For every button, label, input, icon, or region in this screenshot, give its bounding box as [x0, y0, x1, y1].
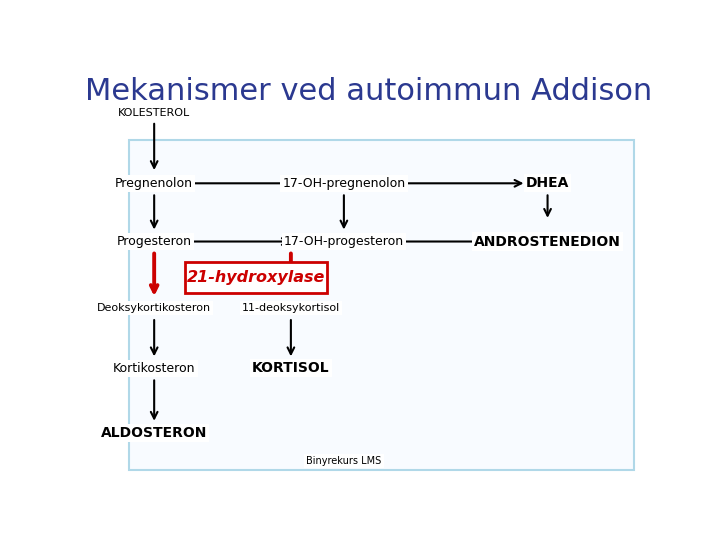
FancyBboxPatch shape [129, 140, 634, 470]
Text: KORTISOL: KORTISOL [252, 361, 330, 375]
Text: 17-OH-pregnenolon: 17-OH-pregnenolon [282, 177, 405, 190]
Text: Kortikosteron: Kortikosteron [113, 362, 195, 375]
Text: ANDROSTENEDION: ANDROSTENEDION [474, 234, 621, 248]
Text: Progesteron: Progesteron [117, 235, 192, 248]
Text: Mekanismer ved autoimmun Addison: Mekanismer ved autoimmun Addison [86, 77, 652, 106]
Text: 17-OH-progesteron: 17-OH-progesteron [284, 235, 404, 248]
Text: ALDOSTERON: ALDOSTERON [101, 426, 207, 440]
FancyBboxPatch shape [185, 262, 327, 294]
Text: KOLESTEROL: KOLESTEROL [118, 107, 190, 118]
Text: DHEA: DHEA [526, 176, 570, 190]
Text: 11-deoksykortisol: 11-deoksykortisol [242, 303, 340, 313]
Text: Pregnenolon: Pregnenolon [115, 177, 193, 190]
Text: Binyrekurs LMS: Binyrekurs LMS [306, 456, 382, 466]
Text: Deoksykortikosteron: Deoksykortikosteron [97, 303, 211, 313]
Text: 21-hydroxylase: 21-hydroxylase [186, 271, 325, 286]
